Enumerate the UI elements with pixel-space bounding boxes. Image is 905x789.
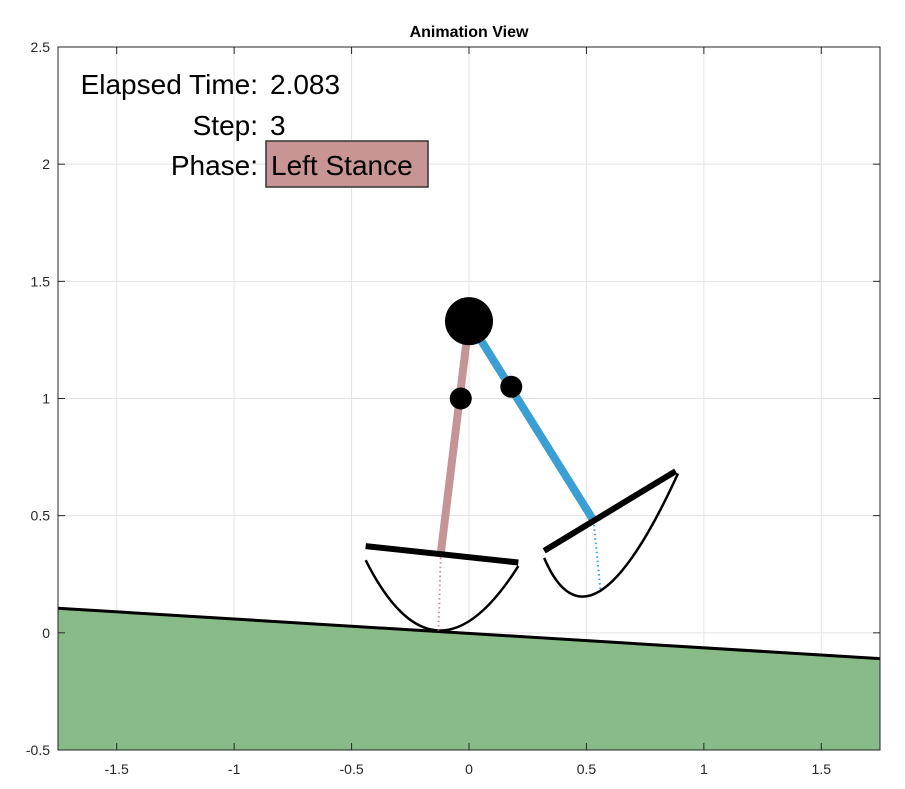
step-value: 3 <box>270 110 286 141</box>
plot-axes: -1.5 -1 -0.5 0 0.5 1 1.5 -0.5 0 0.5 1 1.5 2 2.5 <box>26 39 881 777</box>
x-tick-label: -0.5 <box>340 761 364 777</box>
x-tick-label: 0.5 <box>577 761 597 777</box>
status-overlay: Elapsed Time: 2.083 Step: 3 Phase: Left … <box>81 69 429 188</box>
left-foot-sole <box>365 543 519 566</box>
y-tick-label: 0.5 <box>31 508 51 524</box>
right-knee-mass <box>500 375 523 398</box>
right-foot-radius <box>592 520 602 591</box>
step-label: Step: <box>193 110 258 141</box>
x-tick-label: -1.5 <box>105 761 129 777</box>
ground-line <box>57 606 881 661</box>
figure-title: Animation View <box>410 24 529 41</box>
biped-walker <box>364 297 680 632</box>
y-tick-label: 1 <box>42 391 50 407</box>
phase-label: Phase: <box>171 150 258 181</box>
y-tick-label: 1.5 <box>31 273 51 289</box>
right-foot-sole <box>542 468 678 554</box>
ground <box>57 606 881 750</box>
y-tick-label: 0 <box>42 625 50 641</box>
elapsed-time-label: Elapsed Time: <box>81 69 258 100</box>
x-tick-label: 1 <box>700 761 708 777</box>
hip-mass <box>445 297 493 346</box>
phase-value: Left Stance <box>271 150 413 181</box>
y-tick-label: 2 <box>42 156 50 172</box>
x-tick-label: -1 <box>228 761 241 777</box>
right-leg <box>465 319 597 523</box>
ground-fill <box>58 608 880 750</box>
axis-ticks: -1.5 -1 -0.5 0 0.5 1 1.5 -0.5 0 0.5 1 1.5 2 2.5 <box>26 39 880 777</box>
phase-indicator-box <box>265 140 429 188</box>
left-foot-radius <box>437 553 442 631</box>
y-tick-label: -0.5 <box>26 742 50 758</box>
left-leg <box>436 320 473 554</box>
left-knee-mass <box>449 387 472 410</box>
elapsed-time-value: 2.083 <box>270 69 340 100</box>
x-tick-label: 1.5 <box>812 761 832 777</box>
x-tick-label: 0 <box>465 761 473 777</box>
y-tick-label: 2.5 <box>31 39 51 55</box>
right-foot-arc <box>543 472 680 598</box>
